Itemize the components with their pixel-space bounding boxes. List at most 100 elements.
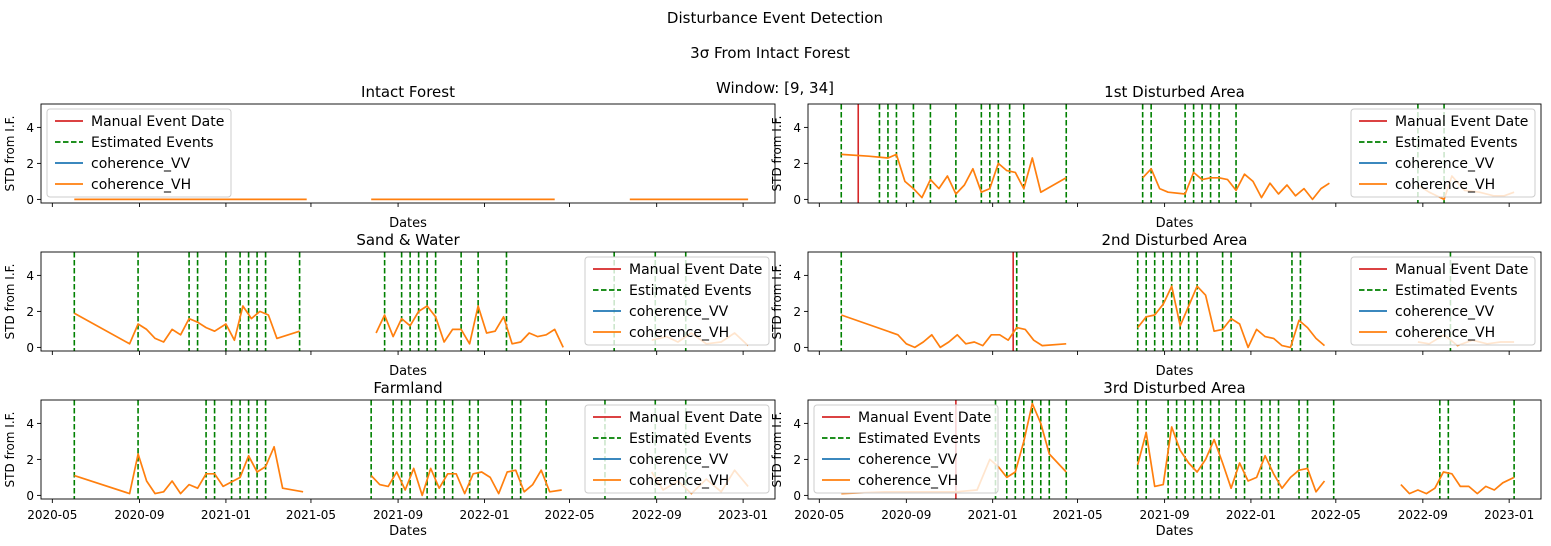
- legend-label: Manual Event Date: [1395, 114, 1528, 130]
- x-tick-label: 2022-05: [1311, 508, 1361, 522]
- legend-label: coherence_VV: [1395, 156, 1495, 172]
- x-tick-label: 2022-01: [459, 508, 509, 522]
- figure-title: Disturbance Event Detection: [667, 9, 883, 27]
- legend-label: coherence_VH: [1395, 325, 1495, 341]
- legend-label: coherence_VV: [629, 304, 729, 320]
- figure-subtitle: 3σ From Intact Forest: [690, 44, 850, 62]
- y-tick-label: 0: [26, 193, 34, 207]
- legend-label: Estimated Events: [1395, 135, 1518, 151]
- legend-label: coherence_VH: [629, 325, 729, 341]
- legend-box: [1350, 256, 1536, 346]
- x-tick-label: 2021-09: [1140, 508, 1190, 522]
- subplot-2: 0 2 4 1st Disturbed Area Dates STD from I.F. M…: [770, 83, 1542, 231]
- subplot-title: 2nd Disturbed Area: [1102, 231, 1248, 249]
- subplot-5: 0 2 4 2020-05 2020-09 2021-01 2021-05 2021-09 20…: [3, 379, 776, 539]
- y-tick-label: 2: [793, 453, 801, 467]
- legend-label: coherence_VV: [629, 452, 729, 468]
- figure-window-label: Window: [9, 34]: [716, 79, 834, 97]
- subplot-6: 0 2 4 2020-05 2020-09 2021-01 2021-05 2021-09 20…: [770, 379, 1542, 539]
- y-axis-label: STD from I.F.: [770, 264, 784, 340]
- x-tick-label: 2021-09: [373, 508, 423, 522]
- x-axis-label: Dates: [389, 216, 427, 231]
- legend-label: coherence_VH: [91, 177, 191, 193]
- y-axis-label: STD from I.F.: [3, 116, 17, 192]
- plot-area: [841, 400, 1515, 499]
- y-tick-label: 0: [793, 489, 801, 503]
- legend-label: coherence_VH: [858, 473, 958, 489]
- y-tick-label: 4: [26, 417, 34, 431]
- x-tick-label: 2022-05: [544, 508, 594, 522]
- x-axis-label: Dates: [389, 364, 427, 379]
- y-tick-label: 0: [793, 193, 801, 207]
- subplot-4: 0 2 4 2nd Disturbed Area Dates STD from I.F. M…: [770, 231, 1542, 379]
- subplot-title: Farmland: [373, 379, 442, 397]
- x-tick-label: 2023-01: [718, 508, 768, 522]
- legend: Manual Event Date Estimated Events coheren…: [1350, 108, 1536, 198]
- y-axis-label: STD from I.F.: [3, 412, 17, 488]
- y-tick-label: 0: [793, 341, 801, 355]
- subplot-3: 0 2 4 Sand & Water Dates STD from I.F. Manual …: [3, 231, 776, 379]
- legend-label: coherence_VH: [629, 473, 729, 489]
- y-tick-label: 4: [793, 417, 801, 431]
- legend: Manual Event Date Estimated Events coheren…: [584, 404, 770, 494]
- x-tick-label: 2023-01: [1484, 508, 1534, 522]
- legend-box: [46, 108, 232, 198]
- y-tick-label: 0: [26, 489, 34, 503]
- x-tick-label: 2021-01: [968, 508, 1018, 522]
- x-tick-label: 2022-01: [1226, 508, 1276, 522]
- legend-label: Manual Event Date: [629, 262, 762, 278]
- legend: Manual Event Date Estimated Events coheren…: [813, 404, 999, 494]
- subplots-container: 0 2 4 Intact Forest Dates STD from I.F. Manual…: [3, 83, 1542, 539]
- y-tick-label: 2: [793, 305, 801, 319]
- legend-label: coherence_VH: [1395, 177, 1495, 193]
- legend-box: [1350, 108, 1536, 198]
- legend-label: Estimated Events: [629, 283, 752, 299]
- y-tick-label: 4: [793, 121, 801, 135]
- y-axis-label: STD from I.F.: [3, 264, 17, 340]
- x-axis-label: Dates: [389, 524, 427, 539]
- x-axis-label: Dates: [1156, 524, 1194, 539]
- subplot-title: Intact Forest: [361, 83, 455, 101]
- legend-box: [584, 404, 770, 494]
- y-axis-label: STD from I.F.: [770, 116, 784, 192]
- x-tick-label: 2021-01: [201, 508, 251, 522]
- x-tick-label: 2022-09: [1398, 508, 1448, 522]
- legend-label: coherence_VV: [1395, 304, 1495, 320]
- axes-frame: [807, 251, 1542, 352]
- x-tick-label: 2020-09: [114, 508, 164, 522]
- x-tick-label: 2020-05: [27, 508, 77, 522]
- legend-label: Manual Event Date: [858, 410, 991, 426]
- y-tick-label: 2: [26, 453, 34, 467]
- subplot-title: 1st Disturbed Area: [1104, 83, 1245, 101]
- y-tick-label: 4: [26, 269, 34, 283]
- legend: Manual Event Date Estimated Events coheren…: [584, 256, 770, 346]
- x-tick-label: 2021-05: [1052, 508, 1102, 522]
- axes-frame: [40, 251, 776, 352]
- legend-label: Estimated Events: [1395, 283, 1518, 299]
- legend: Manual Event Date Estimated Events coheren…: [46, 108, 232, 198]
- subplot-title: Sand & Water: [356, 231, 460, 249]
- y-tick-label: 2: [793, 157, 801, 171]
- subplot-1: 0 2 4 Intact Forest Dates STD from I.F. Manual…: [3, 83, 776, 231]
- legend-box: [813, 404, 999, 494]
- x-axis-label: Dates: [1156, 216, 1194, 231]
- legend-label: coherence_VV: [858, 452, 958, 468]
- x-tick-label: 2020-05: [794, 508, 844, 522]
- axes-frame: [40, 399, 776, 500]
- legend-label: coherence_VV: [91, 156, 191, 172]
- axes-frame: [807, 399, 1542, 500]
- legend: Manual Event Date Estimated Events coheren…: [1350, 256, 1536, 346]
- y-tick-label: 4: [793, 269, 801, 283]
- axes-frame: [807, 103, 1542, 204]
- x-tick-label: 2020-09: [881, 508, 931, 522]
- x-tick-label: 2021-05: [286, 508, 336, 522]
- y-tick-label: 4: [26, 121, 34, 135]
- subplot-title: 3rd Disturbed Area: [1103, 379, 1245, 397]
- x-tick-label: 2022-09: [632, 508, 682, 522]
- legend-label: Manual Event Date: [91, 114, 224, 130]
- legend-label: Estimated Events: [629, 431, 752, 447]
- y-tick-label: 0: [26, 341, 34, 355]
- axes-frame: [40, 103, 776, 204]
- legend-box: [584, 256, 770, 346]
